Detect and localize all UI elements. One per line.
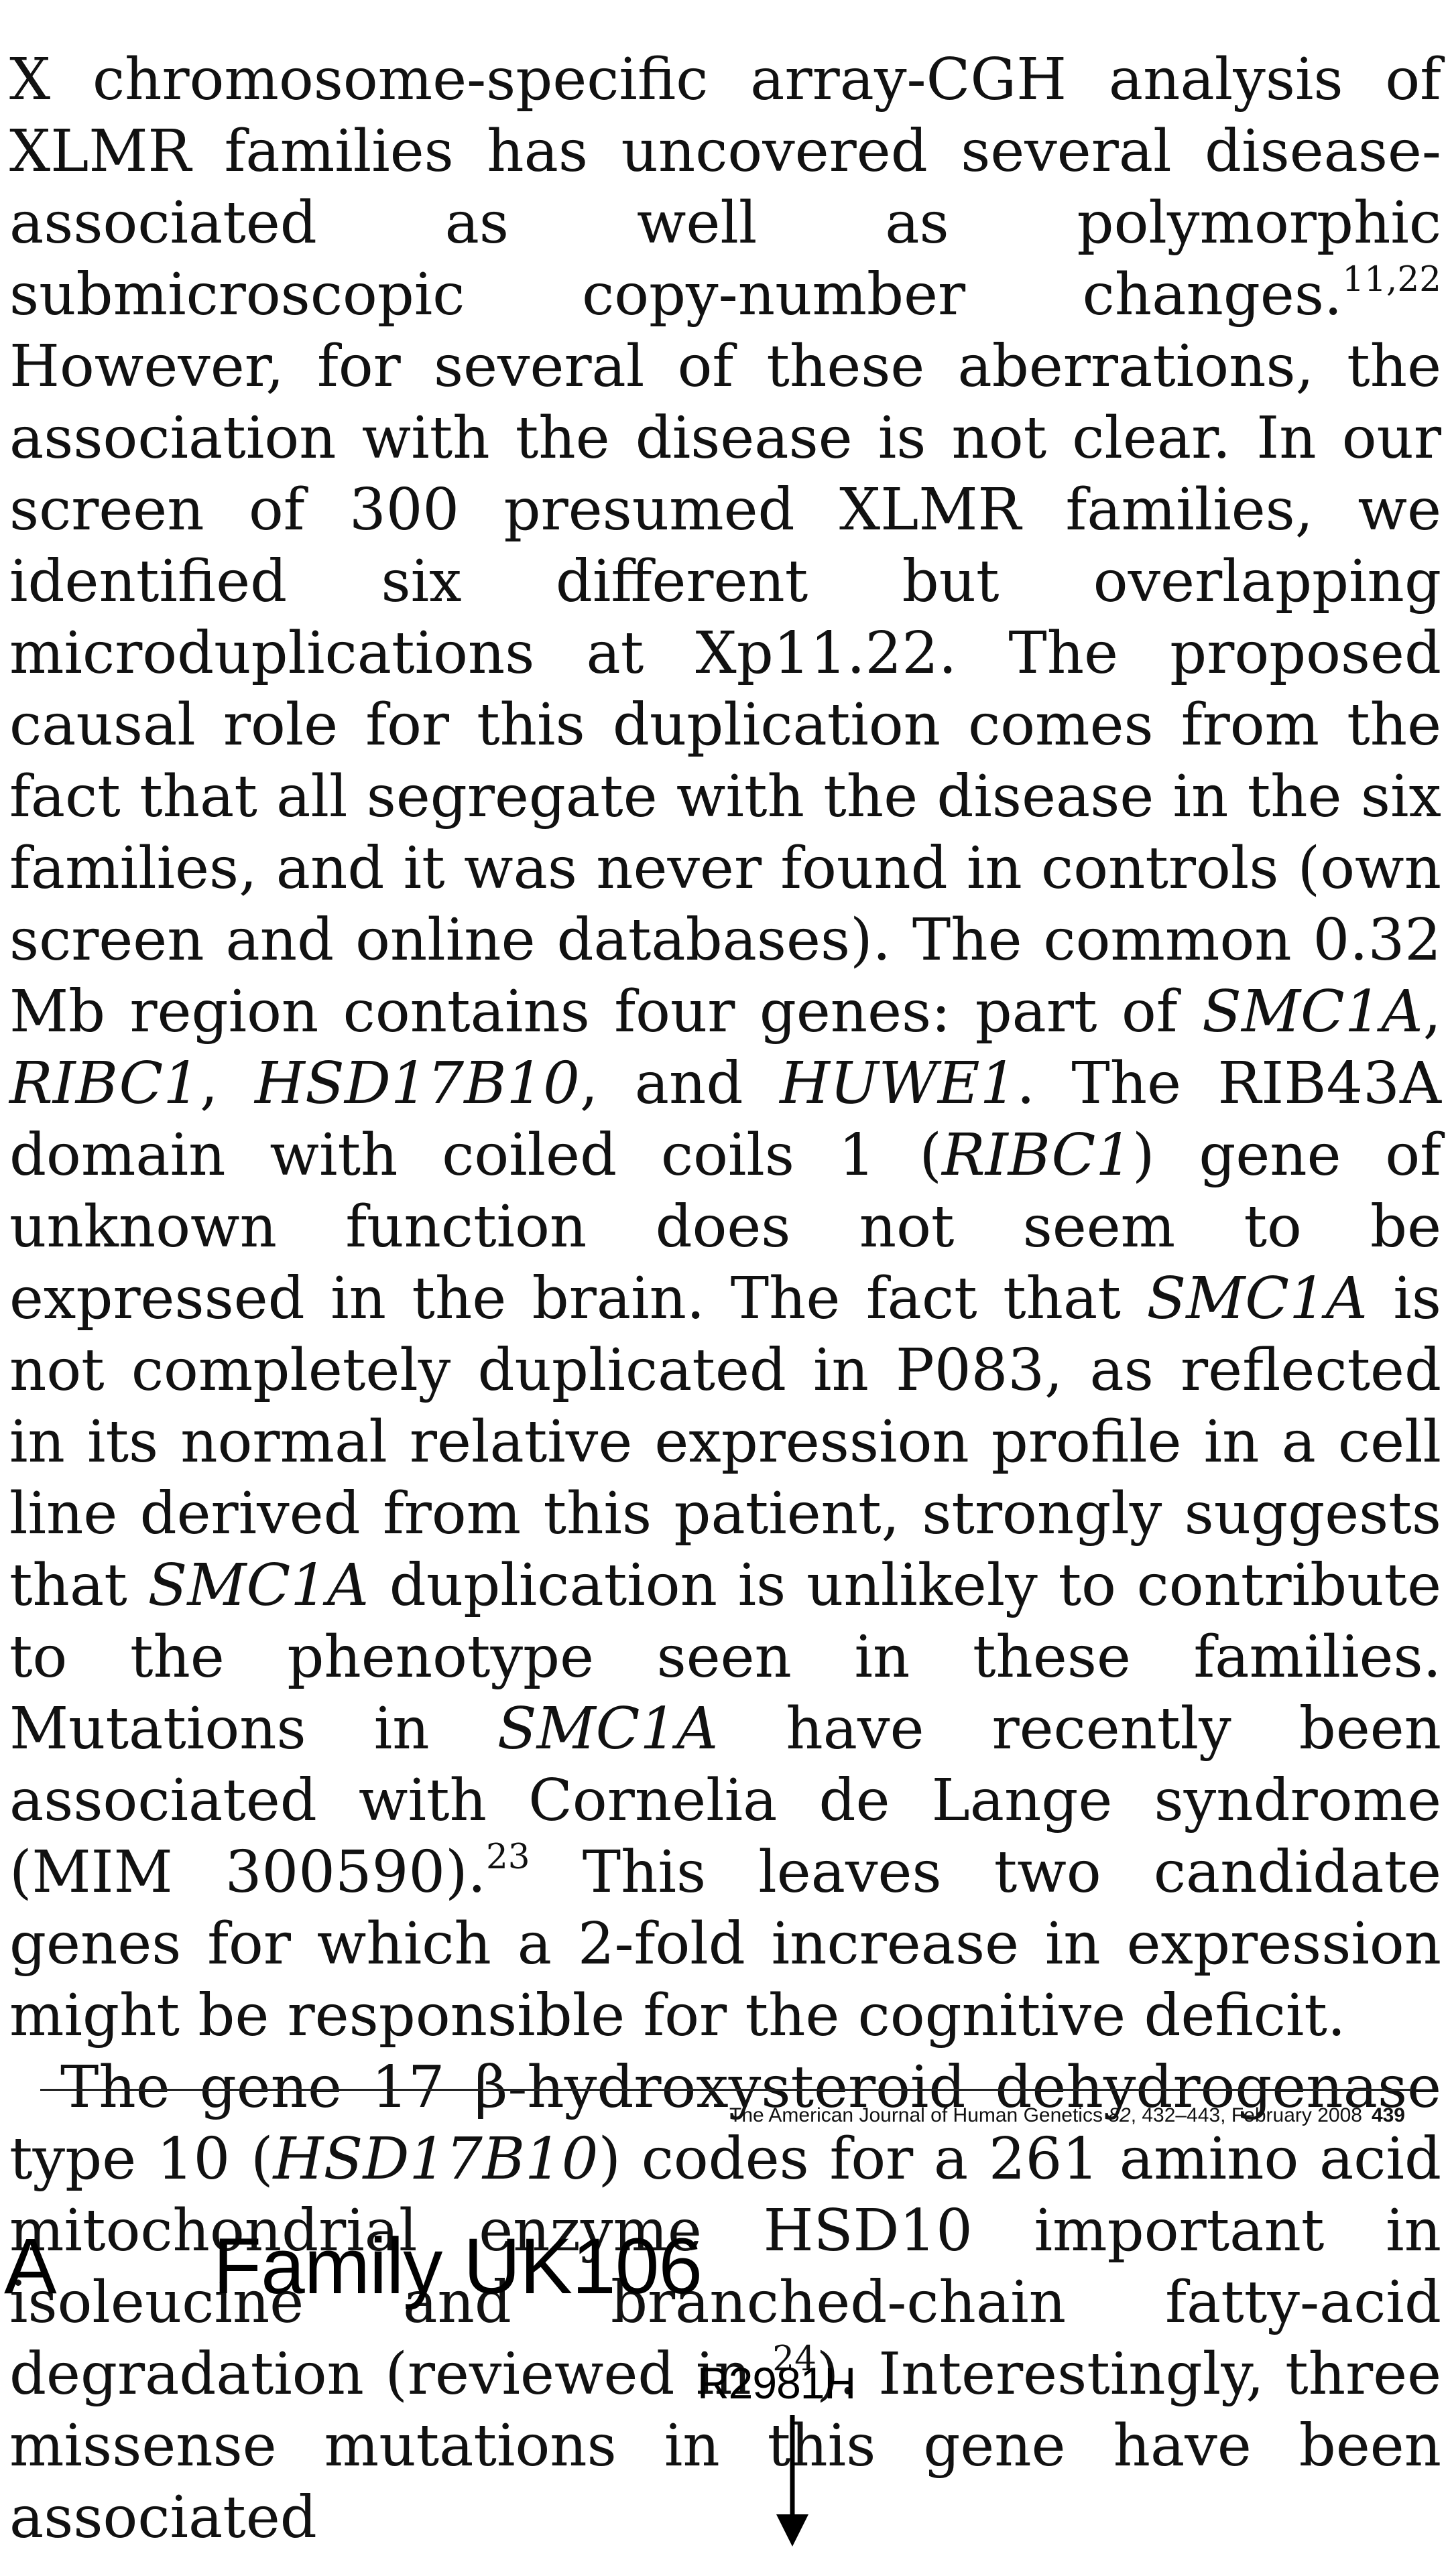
gene-symbol: SMC1A: [1146, 1265, 1368, 1332]
journal-issue-details: , 432–443, February 2008: [1130, 2104, 1362, 2126]
footer-divider: [40, 2089, 1412, 2091]
text-run: ,: [200, 1050, 255, 1117]
text-run: ) gene of unknown function does not seem…: [9, 1122, 1442, 1332]
figure-panel-label: A: [4, 2222, 57, 2311]
gene-symbol: RIBC1: [9, 1050, 200, 1117]
text-run: The gene 17 β-hydroxysteroid dehydrogena…: [9, 2054, 1441, 2193]
article-body: X chromosome-specific array-CGH analysis…: [9, 44, 1441, 2554]
gene-symbol: SMC1A: [1202, 978, 1423, 1045]
gene-symbol: SMC1A: [147, 1552, 369, 1619]
pedigree-figure: A Family UK106 R2981H: [0, 2211, 1450, 2576]
down-arrow-icon: [776, 2415, 808, 2547]
gene-symbol: RIBC1: [941, 1122, 1132, 1189]
text-run: ,: [1423, 978, 1441, 1045]
citation-superscript: 23: [485, 1837, 530, 1878]
text-run: However, for several of these aberration…: [9, 333, 1441, 1045]
figure-family-title: Family UK106: [213, 2222, 703, 2311]
page-number: 439: [1371, 2104, 1405, 2126]
body-paragraph: X chromosome-specific array-CGH analysis…: [9, 44, 1441, 2052]
gene-symbol: HSD17B10: [254, 1050, 580, 1117]
citation-superscript: 24: [772, 2339, 817, 2380]
text-run: have recently been associated with Corne…: [9, 1695, 1441, 1906]
text-run: duplication is unlikely to contribute to…: [9, 1552, 1441, 1762]
journal-name: The American Journal of Human Genetics: [729, 2104, 1109, 2126]
text-run: ). Interestingly, three missense mutatio…: [9, 2341, 1442, 2551]
journal-citation: The American Journal of Human Genetics 8…: [729, 2104, 1405, 2128]
text-run: ) codes for a 261 amino acid mitochondri…: [9, 2126, 1442, 2408]
journal-volume: 82: [1108, 2104, 1131, 2126]
body-paragraph: The gene 17 β-hydroxysteroid dehydrogena…: [9, 2052, 1441, 2554]
gene-symbol: SMC1A: [497, 1695, 719, 1762]
text-run: is not completely duplicated in P083, as…: [9, 1265, 1441, 1619]
gene-symbol: HSD17B10: [273, 2126, 599, 2193]
text-run: . The RIB43A domain with coiled coils 1 …: [9, 1050, 1441, 1189]
citation-superscript: 11,22: [1342, 259, 1441, 300]
gene-symbol: HUWE1: [780, 1050, 1017, 1117]
mutation-label: R2981H: [697, 2358, 856, 2408]
text-run: This leaves two candidate genes for whic…: [9, 1839, 1441, 2049]
text-run: X chromosome-specific array-CGH analysis…: [9, 46, 1441, 328]
text-run: , and: [579, 1050, 780, 1117]
